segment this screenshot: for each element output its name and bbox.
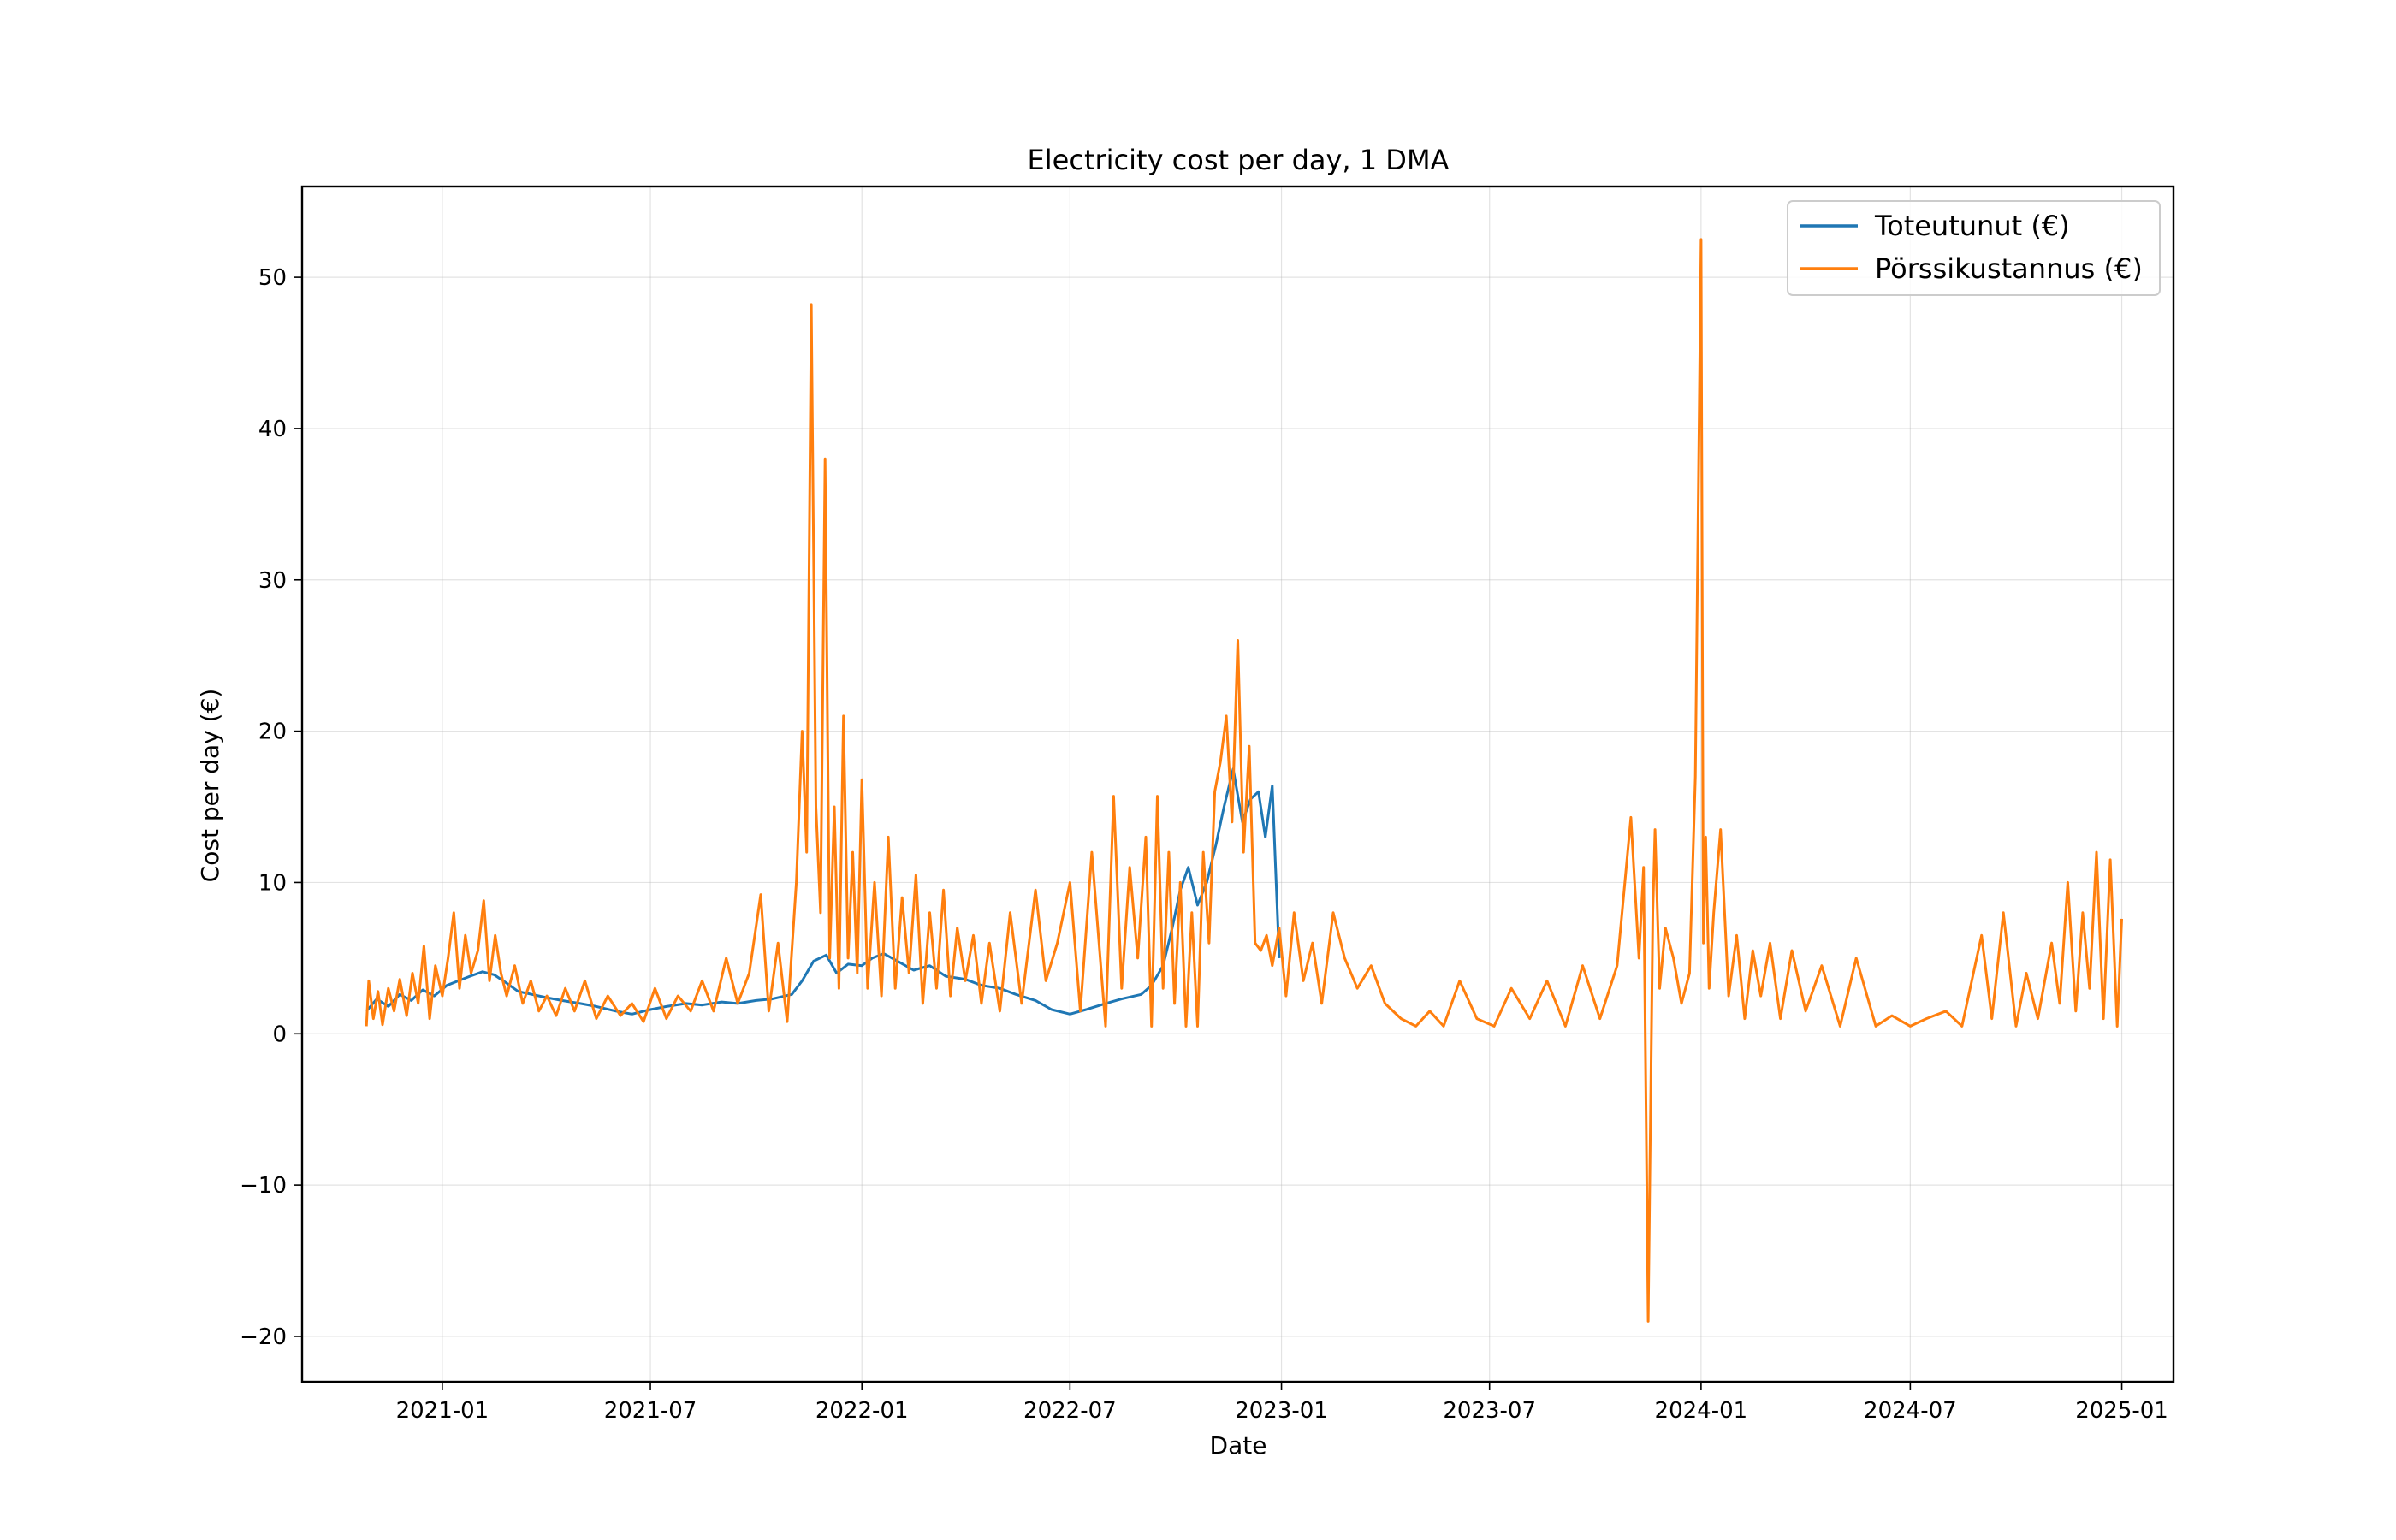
- series-line-1: [365, 767, 1281, 1016]
- y-tick-label: 10: [258, 870, 287, 896]
- y-tick-label: −20: [240, 1324, 287, 1350]
- x-tick-label: 2022-01: [815, 1398, 909, 1424]
- series-line-2: [365, 238, 2123, 1323]
- legend-box: [1787, 200, 2161, 296]
- x-tick-label: 2025-01: [2075, 1398, 2168, 1424]
- y-tick-label: 40: [258, 417, 287, 442]
- x-tick-label: 2023-07: [1443, 1398, 1536, 1424]
- y-tick-label: 20: [258, 720, 287, 745]
- legend-label-1: Toteutunut (€): [1874, 210, 2070, 242]
- plot-frame: [300, 185, 2175, 1383]
- plot-area: [365, 238, 2123, 1323]
- x-tick-label: 2021-01: [396, 1398, 489, 1424]
- legend: Toteutunut (€) Pörssikustannus (€): [1787, 200, 2161, 296]
- x-axis-label: Date: [1210, 1431, 1267, 1460]
- legend-label-2: Pörssikustannus (€): [1875, 252, 2143, 285]
- x-tick-label: 2024-01: [1655, 1398, 1748, 1424]
- y-tick-label: 50: [258, 265, 287, 291]
- y-tick-label: 0: [272, 1022, 287, 1047]
- plot-background: [302, 187, 2174, 1382]
- y-axis-label: Cost per day (€): [196, 689, 224, 883]
- y-tick-label: −10: [240, 1173, 287, 1199]
- axes: 2021-01 2021-07 2022-01 2022-07 2023-01 2023-…: [240, 185, 2175, 1424]
- y-tick-label: 30: [258, 568, 287, 594]
- x-tick-label: 2022-07: [1023, 1398, 1117, 1424]
- grid-lines: [302, 187, 2174, 1382]
- x-tick-label: 2021-07: [604, 1398, 697, 1424]
- chart-title: Electricity cost per day, 1 DMA: [1028, 144, 1450, 176]
- x-tick-label: 2023-01: [1235, 1398, 1328, 1424]
- x-tick-label: 2024-07: [1864, 1398, 1957, 1424]
